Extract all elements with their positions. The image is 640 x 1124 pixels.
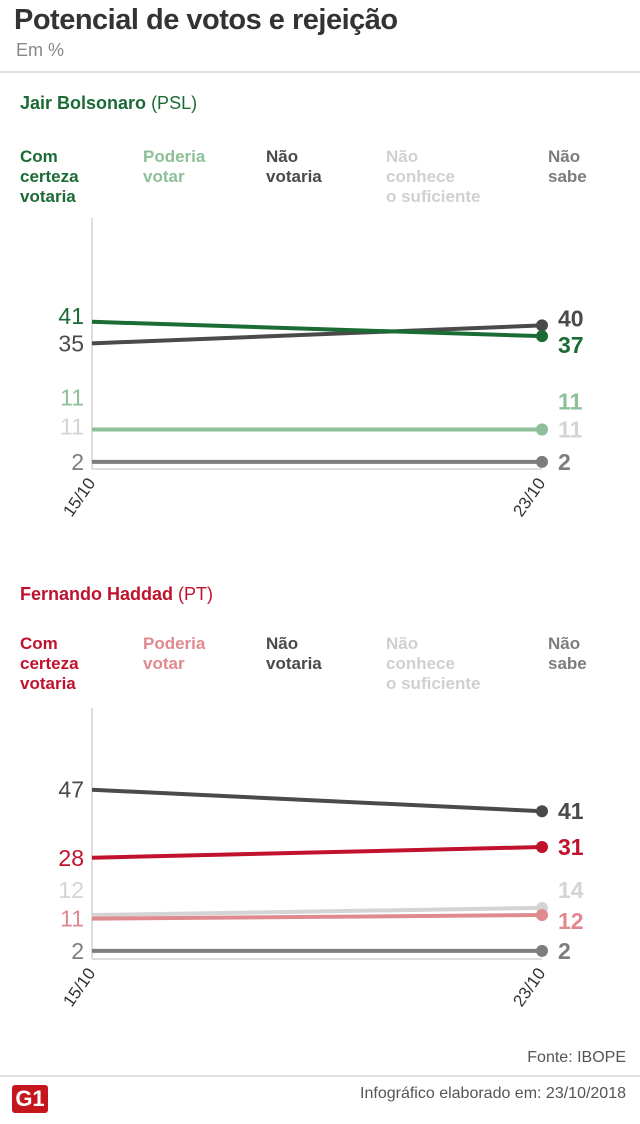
legend-label: votar	[143, 654, 185, 673]
legend-label: Não	[266, 147, 299, 166]
legend-label: conhece	[386, 654, 455, 673]
legend-label: Poderia	[143, 634, 206, 653]
legend-label: votaria	[266, 167, 322, 186]
legend-item: Não sabe	[548, 634, 587, 674]
end-value-label: 37	[558, 332, 584, 358]
end-value-label: 11	[558, 389, 583, 415]
data-point	[536, 805, 548, 818]
source-note: Fonte: IBOPE	[527, 1049, 626, 1066]
legend-item: Não votaria	[266, 634, 322, 674]
data-point	[536, 909, 548, 922]
data-point	[536, 330, 548, 343]
legend-label: votaria	[20, 187, 76, 206]
candidate-title-1: Jair Bolsonaro (PSL)	[20, 93, 197, 114]
legend-label: Não	[386, 147, 419, 166]
candidate-name: Jair Bolsonaro	[20, 93, 147, 113]
legend-label: Com	[20, 634, 58, 653]
candidate-title-2: Fernando Haddad (PT)	[20, 584, 213, 605]
candidate-party: (PT)	[178, 584, 214, 604]
start-value-label: 11	[60, 385, 84, 411]
data-point	[536, 841, 548, 854]
legend-label: Com	[20, 147, 58, 166]
page-subtitle: Em %	[16, 40, 65, 60]
start-value-label: 35	[58, 330, 84, 356]
legend-label: Não	[548, 147, 581, 166]
legend-item: Com certeza votaria	[20, 147, 79, 207]
legend-label: votaria	[20, 674, 76, 693]
start-value-label: 12	[58, 877, 84, 903]
start-value-label: 41	[58, 303, 84, 329]
page-title: Potencial de votos e rejeição	[14, 4, 398, 36]
data-point	[536, 319, 548, 332]
legend-label: certeza	[20, 654, 79, 673]
x-tick-label: 23/10	[509, 964, 549, 1010]
legend-item: Não conhece o suficiente	[386, 147, 480, 207]
legend-label: o suficiente	[386, 187, 481, 206]
divider	[0, 71, 640, 73]
series-line	[91, 845, 543, 860]
legend-label: Não	[266, 634, 299, 653]
end-value-label: 2	[558, 449, 571, 475]
legend-label: Não	[386, 634, 419, 653]
series-line	[91, 319, 543, 339]
legend-item: Poderia votar	[143, 634, 205, 674]
legend-label: certeza	[20, 167, 79, 186]
end-value-label: 31	[558, 834, 584, 860]
legend-label: votar	[143, 167, 185, 186]
data-point	[536, 944, 548, 957]
credit-note: Infográfico elaborado em: 23/10/2018	[360, 1085, 626, 1102]
legend-item: Não conhece o suficiente	[386, 634, 480, 694]
legend-item: Não sabe	[548, 147, 587, 187]
start-value-label: 2	[71, 938, 84, 964]
series-line	[91, 905, 543, 918]
start-value-label: 11	[60, 414, 84, 440]
end-value-label: 12	[558, 908, 584, 934]
legend-item: Com certeza votaria	[20, 634, 79, 694]
legend-label: sabe	[548, 167, 587, 186]
data-point	[536, 455, 548, 468]
legend-label: votaria	[266, 654, 322, 673]
x-tick-label: 15/10	[59, 964, 99, 1010]
series-line	[91, 913, 543, 921]
candidate-name: Fernando Haddad	[20, 584, 174, 604]
legend-label: Poderia	[143, 147, 206, 166]
candidate-party: (PSL)	[151, 93, 198, 113]
legend-item: Poderia votar	[143, 147, 205, 187]
g1-logo: G1	[12, 1085, 48, 1113]
legend-label: sabe	[548, 654, 587, 673]
divider	[0, 1075, 640, 1077]
data-point	[536, 423, 548, 436]
end-value-label: 11	[558, 417, 583, 443]
legend-item: Não votaria	[266, 147, 322, 187]
end-value-label: 41	[558, 798, 584, 824]
end-value-label: 2	[558, 938, 571, 964]
start-value-label: 47	[58, 777, 84, 803]
series-line	[91, 787, 543, 814]
end-value-label: 14	[558, 877, 584, 903]
legend-label: conhece	[386, 167, 455, 186]
start-value-label: 11	[60, 906, 84, 932]
start-value-label: 2	[71, 449, 84, 475]
series-line	[91, 323, 543, 346]
legend-label: o suficiente	[386, 674, 481, 693]
end-value-label: 40	[558, 305, 584, 331]
start-value-label: 28	[58, 845, 84, 871]
legend-label: Não	[548, 634, 581, 653]
